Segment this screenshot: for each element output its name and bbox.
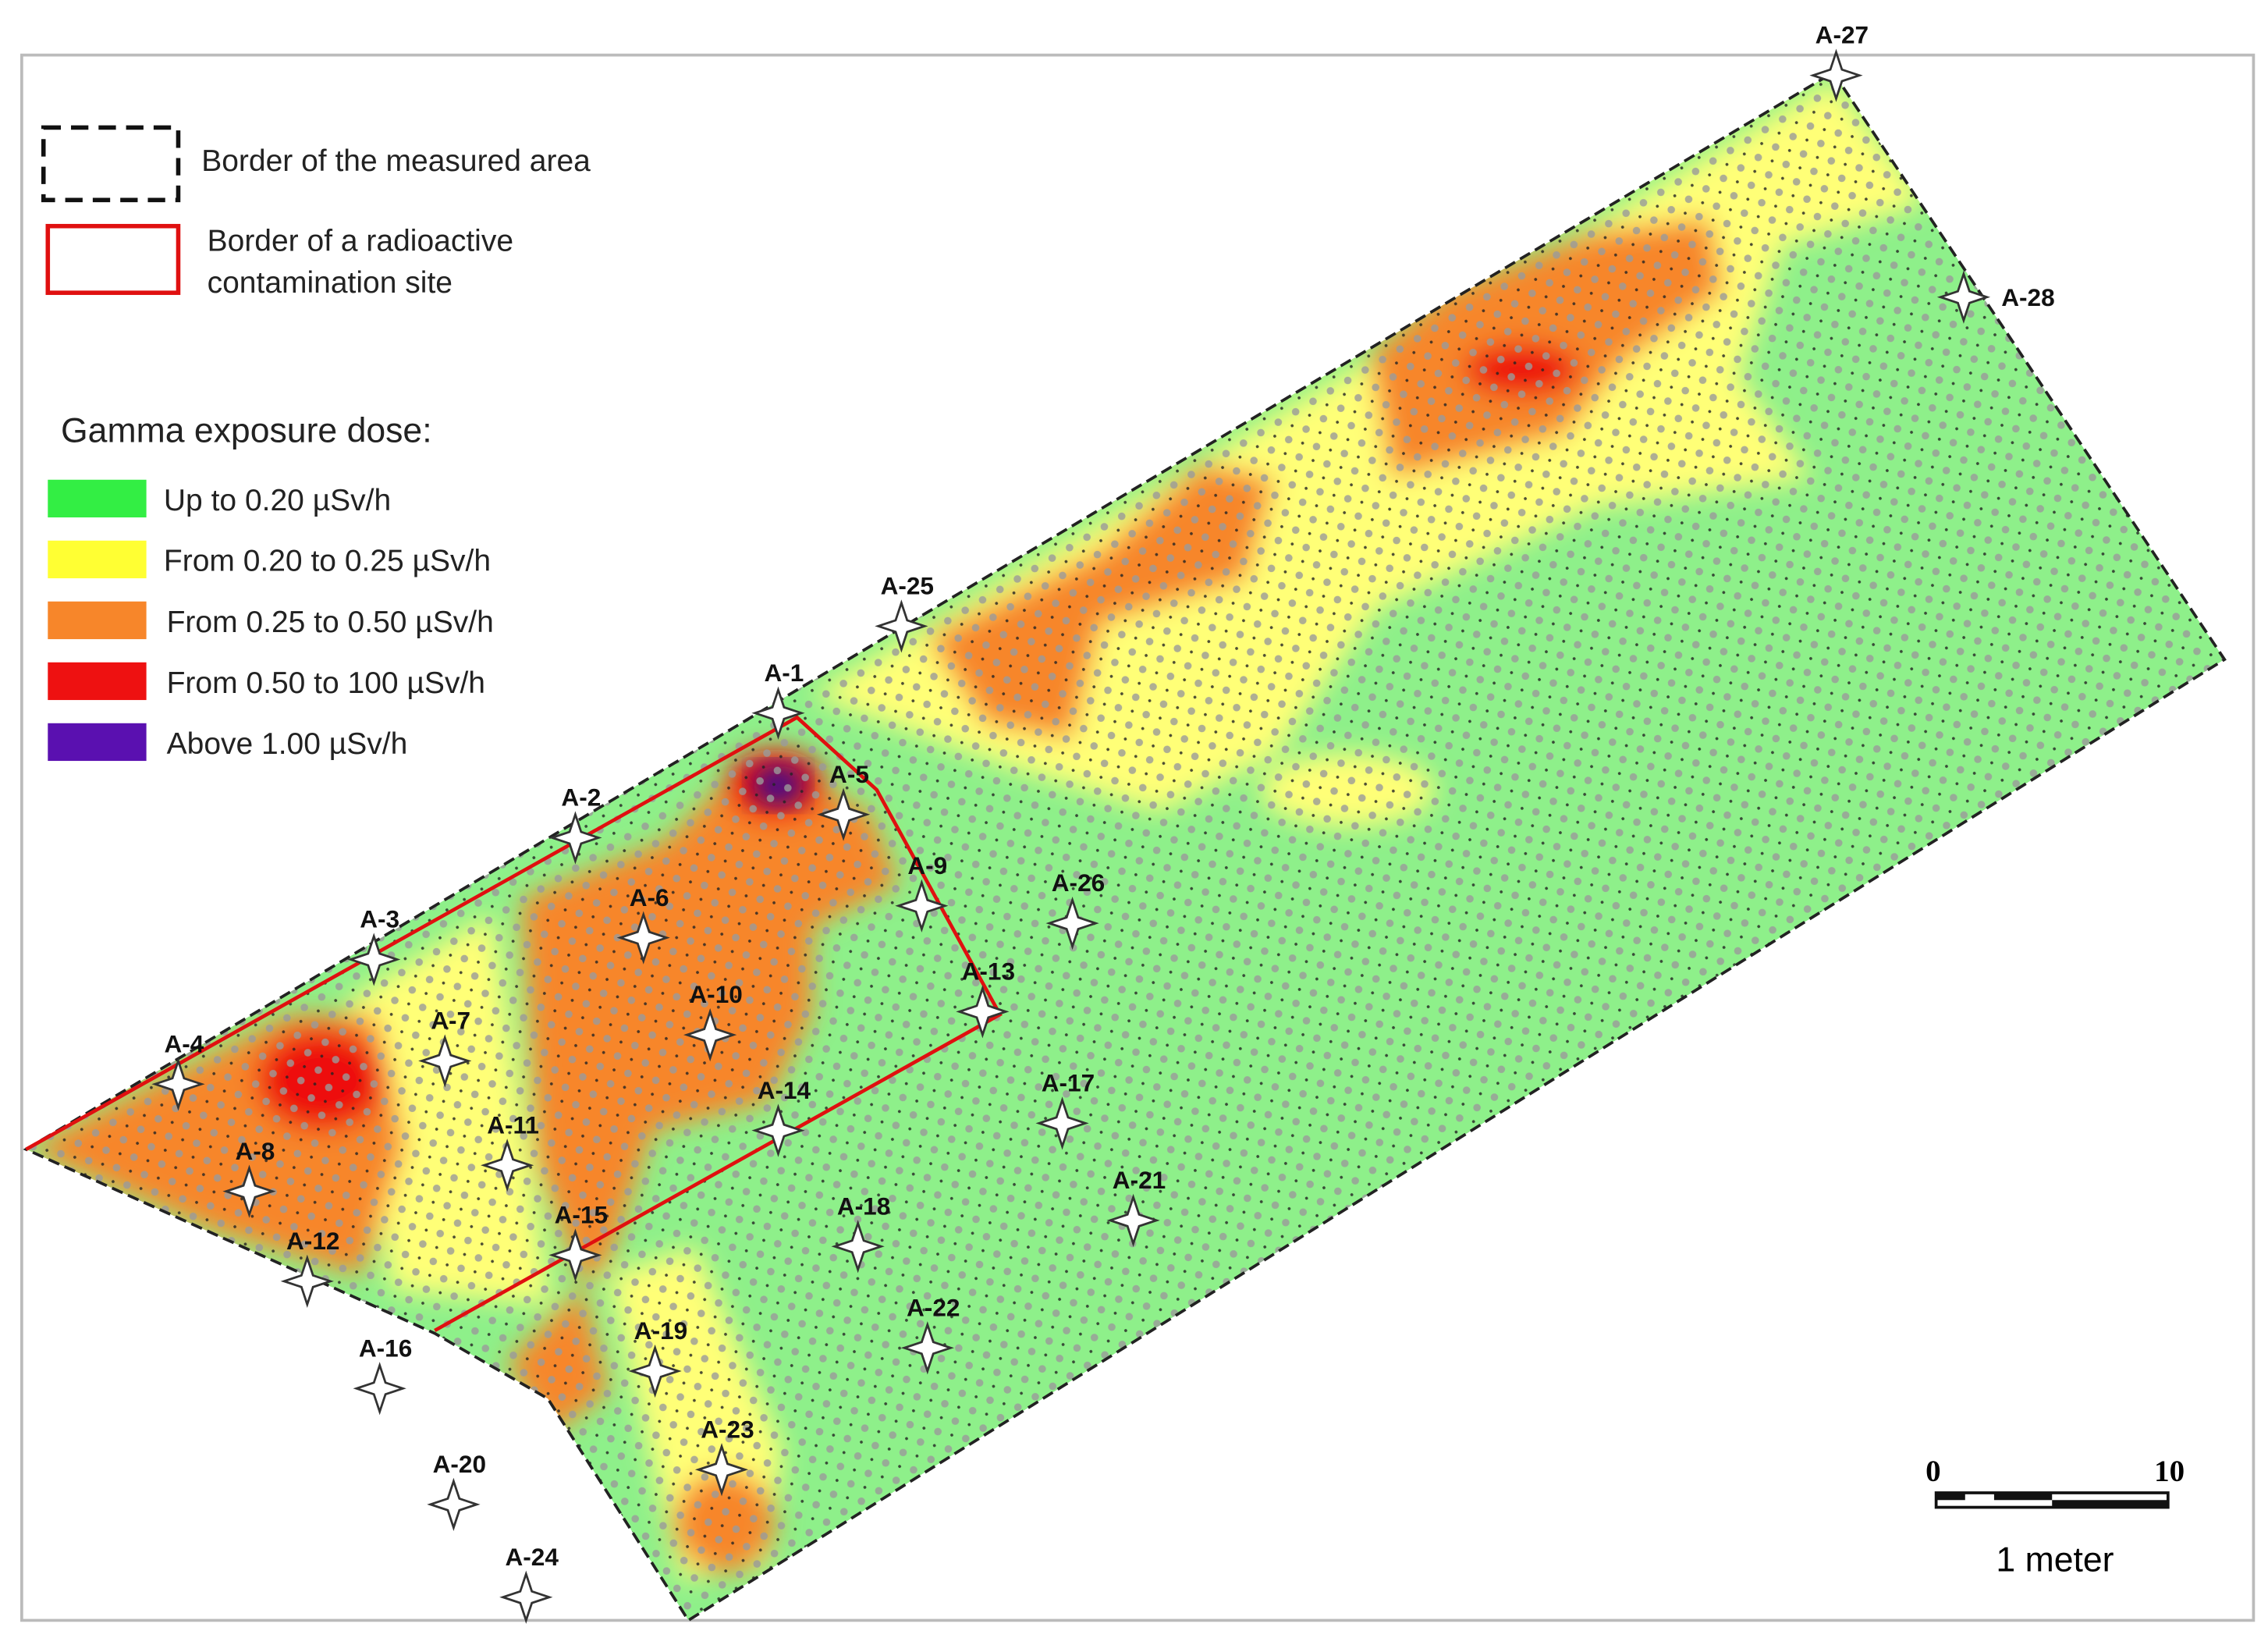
point-label: A-2 <box>561 783 601 812</box>
point-label: A-28 <box>2001 283 2054 311</box>
point-label: A-14 <box>758 1076 811 1104</box>
sampling-point <box>1936 270 1991 324</box>
sampling-point <box>831 1220 885 1274</box>
point-label: A-26 <box>1052 869 1105 897</box>
point-label: A-3 <box>360 905 399 933</box>
point-label: A-1 <box>764 659 804 687</box>
point-label: A-13 <box>962 958 1015 986</box>
point-label: A-5 <box>829 760 869 788</box>
point-label: A-19 <box>634 1316 687 1345</box>
legend-label: Border of a radioactive <box>208 224 513 258</box>
scale-end: 10 <box>2154 1455 2185 1488</box>
legend-swatch <box>48 662 147 701</box>
sampling-point <box>900 1321 954 1375</box>
legend-swatch <box>48 601 147 640</box>
sampling-points: A-1 A-2 A-3 A-4 A-5 A-6 A-7 A-8 A-9 A-10 A-11 A-12 A… <box>151 21 2055 1624</box>
scale-start: 0 <box>1925 1455 1941 1488</box>
point-label: A-21 <box>1113 1166 1166 1194</box>
legend-label: Up to 0.20 µSv/h <box>164 484 391 517</box>
sampling-point <box>499 1570 553 1624</box>
legend-label: From 0.25 to 0.50 µSv/h <box>167 606 494 639</box>
sampling-point <box>548 811 602 865</box>
legend-swatch <box>48 479 147 518</box>
sampling-point <box>280 1254 334 1308</box>
point-label: A-25 <box>881 571 934 599</box>
sampling-point <box>751 686 805 740</box>
point-label: A-7 <box>431 1007 470 1035</box>
sampling-point <box>427 1477 481 1531</box>
point-label: A-17 <box>1042 1069 1095 1097</box>
sampling-point <box>222 1164 276 1218</box>
scale-bar-seg <box>1993 1492 2053 1501</box>
sampling-point <box>1045 896 1099 950</box>
point-label: A-6 <box>630 883 669 911</box>
sampling-point <box>548 1228 602 1282</box>
sampling-point <box>1035 1096 1089 1150</box>
sampling-point <box>683 1007 737 1062</box>
point-label: A-23 <box>701 1415 754 1443</box>
sampling-point <box>347 933 401 986</box>
sampling-point <box>616 911 670 965</box>
legend: Gamma exposure dose: Border of the measu… <box>41 125 591 762</box>
scale-unit: 1 meter <box>1996 1540 2114 1579</box>
legend-swatch <box>45 223 181 295</box>
sampling-point <box>956 985 1010 1039</box>
point-label: A-8 <box>235 1137 275 1165</box>
sampling-point <box>875 599 928 653</box>
sampling-point <box>481 1139 534 1192</box>
point-label: A-10 <box>689 980 742 1008</box>
legend-label: From 0.20 to 0.25 µSv/h <box>164 545 491 578</box>
legend-title: Gamma exposure dose: <box>61 411 432 449</box>
point-label: A-15 <box>555 1201 608 1229</box>
point-label: A-11 <box>487 1110 539 1139</box>
sampling-point <box>694 1443 749 1497</box>
contamination-border <box>25 715 1003 1332</box>
sampling-point <box>751 1103 805 1157</box>
point-label: A-12 <box>286 1227 339 1255</box>
scale-bar-seg <box>2052 1500 2168 1508</box>
point-label: A-24 <box>505 1543 559 1571</box>
sampling-point <box>151 1057 205 1111</box>
scale-bar: 0 10 1 meter <box>1925 1455 2185 1579</box>
measured-area-border <box>23 70 2227 1622</box>
point-label: A-22 <box>907 1293 960 1321</box>
sampling-point <box>1106 1193 1160 1247</box>
point-label: A-18 <box>837 1192 890 1220</box>
legend-label: From 0.50 to 100 µSv/h <box>167 666 485 700</box>
sampling-point <box>353 1362 406 1416</box>
sampling-point <box>816 787 871 841</box>
sampling-point <box>418 1034 472 1088</box>
legend-label: Border of the measured area <box>201 144 591 178</box>
legend-swatch <box>48 723 147 762</box>
legend-label: Above 1.00 µSv/h <box>167 727 408 761</box>
point-label: A-27 <box>1815 21 1869 49</box>
point-label: A-9 <box>907 851 947 879</box>
scale-bar-seg <box>1936 1492 1965 1501</box>
point-label: A-20 <box>433 1450 486 1478</box>
legend-label: contamination site <box>208 266 453 300</box>
legend-swatch <box>48 540 147 579</box>
sampling-point <box>1809 48 1863 102</box>
sampling-point <box>628 1344 682 1398</box>
sampling-point <box>895 879 949 933</box>
legend-swatch <box>41 125 181 203</box>
point-label: A-4 <box>164 1029 204 1057</box>
point-label: A-16 <box>359 1334 412 1362</box>
